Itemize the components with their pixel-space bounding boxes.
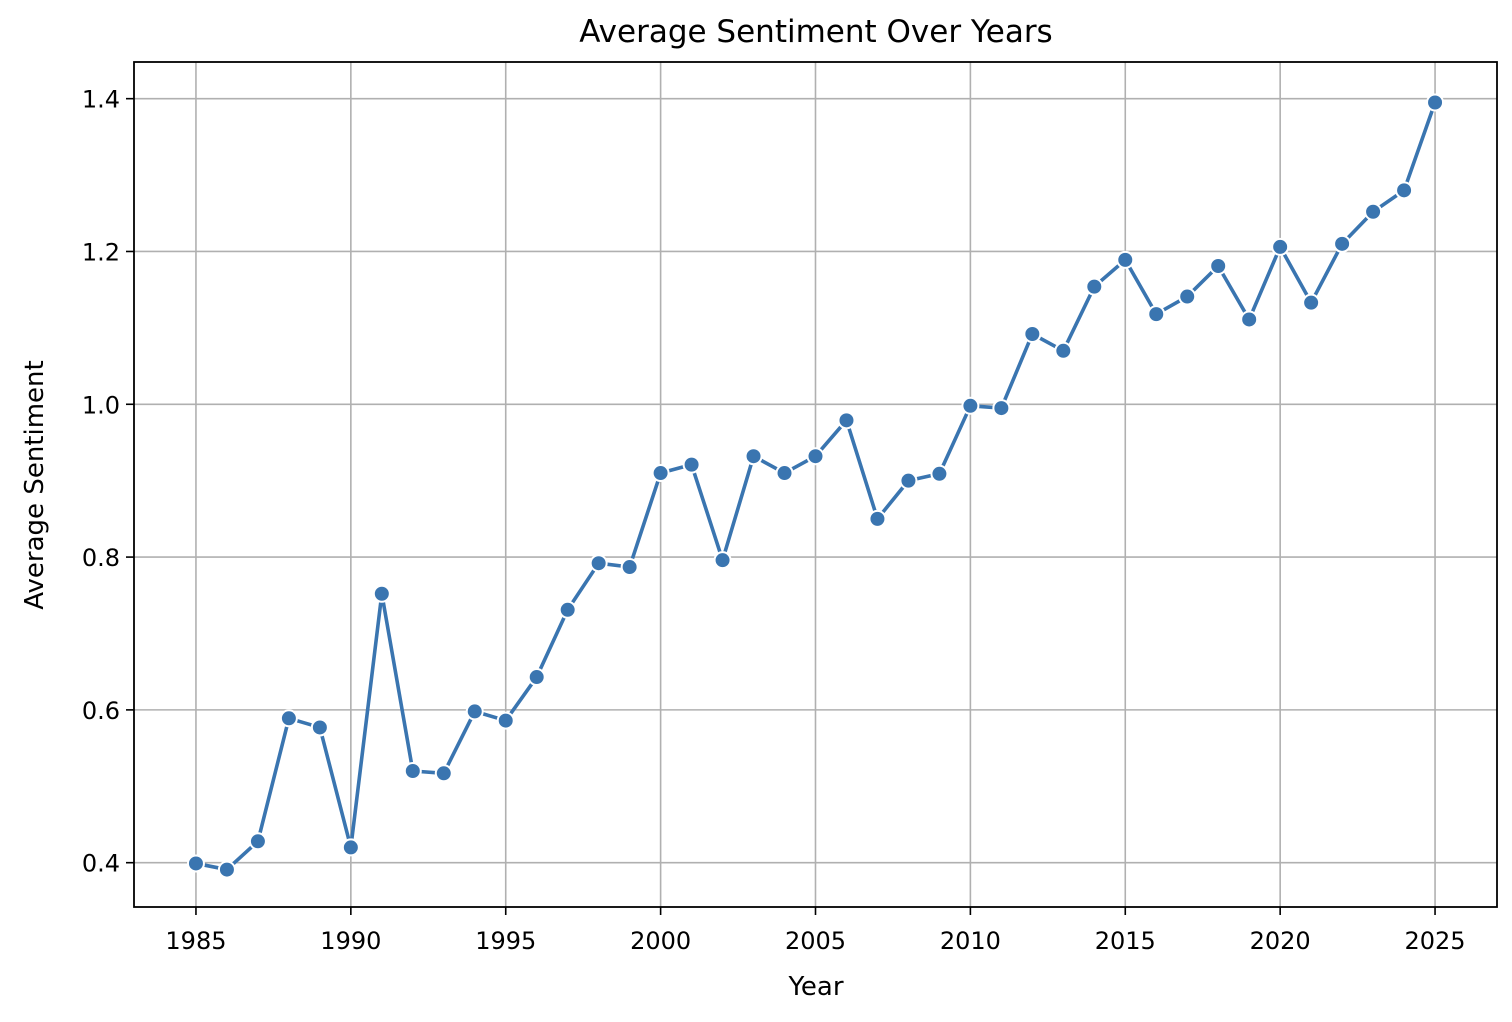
y-tick-label: 0.8 — [82, 544, 120, 572]
data-point — [403, 762, 422, 781]
x-tick-label: 1990 — [320, 927, 381, 955]
data-point — [1333, 234, 1352, 253]
data-point — [1426, 93, 1445, 112]
data-point — [744, 447, 763, 466]
data-point — [434, 764, 453, 783]
data-point — [620, 558, 639, 577]
data-point — [248, 832, 267, 851]
data-point — [1116, 250, 1135, 269]
data-point — [1364, 202, 1383, 221]
data-point — [589, 554, 608, 573]
y-tick-label: 1.0 — [82, 391, 120, 419]
data-point — [527, 668, 546, 687]
data-point — [1085, 277, 1104, 296]
data-point — [1302, 293, 1321, 312]
y-tick-label: 0.4 — [82, 850, 120, 878]
data-point — [899, 471, 918, 490]
data-point — [1054, 341, 1073, 360]
x-tick-label: 2025 — [1405, 927, 1466, 955]
x-tick-label: 2010 — [940, 927, 1001, 955]
data-point — [465, 702, 484, 721]
data-point — [1178, 287, 1197, 306]
data-point — [930, 464, 949, 483]
data-point — [1023, 324, 1042, 343]
data-point — [961, 396, 980, 415]
chart-title: Average Sentiment Over Years — [579, 14, 1052, 50]
y-tick-label: 0.6 — [82, 697, 120, 725]
y-tick-label: 1.2 — [82, 238, 120, 266]
x-axis-label: Year — [787, 972, 843, 1002]
y-axis-label: Average Sentiment — [20, 360, 50, 609]
y-tick-label: 1.4 — [82, 86, 120, 114]
x-tick-label: 2015 — [1095, 927, 1156, 955]
data-point — [651, 464, 670, 483]
data-point — [868, 509, 887, 528]
data-point — [1209, 256, 1228, 275]
data-point — [1395, 181, 1414, 200]
data-point — [372, 584, 391, 603]
x-axis: 1985 1990 1995 2000 2005 2010 2015 2020 2025 — [165, 907, 1466, 955]
x-tick-label: 2000 — [630, 927, 691, 955]
data-point — [1147, 305, 1166, 324]
data-point — [1240, 310, 1259, 329]
data-point — [775, 464, 794, 483]
series-layer — [186, 93, 1445, 879]
grid — [134, 62, 1497, 907]
x-tick-label: 2005 — [785, 927, 846, 955]
data-point — [217, 860, 236, 879]
x-tick-label: 1995 — [475, 927, 536, 955]
x-tick-label: 2020 — [1250, 927, 1311, 955]
data-point — [558, 600, 577, 619]
data-point — [186, 854, 205, 873]
data-point — [806, 447, 825, 466]
x-tick-label: 1985 — [165, 927, 226, 955]
y-axis: 0.4 0.6 0.8 1.0 1.2 1.4 — [82, 86, 134, 878]
data-point — [837, 411, 856, 430]
data-point — [496, 711, 515, 730]
data-point — [279, 709, 298, 728]
data-point — [682, 455, 701, 474]
data-point — [992, 399, 1011, 418]
data-point — [1271, 237, 1290, 256]
data-point — [713, 551, 732, 570]
data-point — [310, 718, 329, 737]
data-point — [341, 838, 360, 857]
